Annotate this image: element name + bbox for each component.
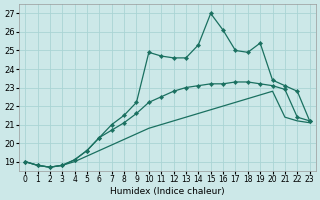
X-axis label: Humidex (Indice chaleur): Humidex (Indice chaleur): [110, 187, 225, 196]
